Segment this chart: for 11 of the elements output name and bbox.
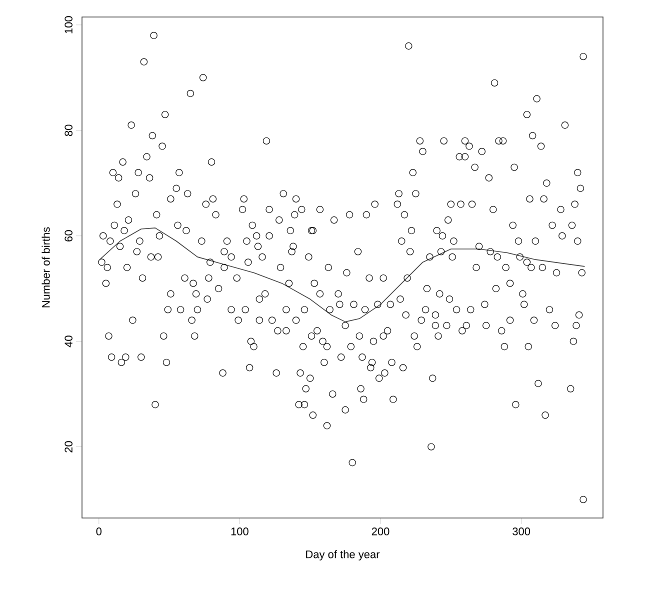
x-axis-title: Day of the year [306, 550, 380, 560]
y-axis-title: Number of births [42, 227, 50, 308]
y-tick-label: 40 [64, 336, 72, 348]
x-tick-label: 300 [512, 528, 530, 536]
x-tick-label: 0 [96, 528, 102, 536]
y-tick-label: 20 [64, 441, 72, 452]
y-tick-label: 80 [64, 124, 72, 136]
x-tick-label: 100 [231, 528, 248, 536]
x-tick-label: 200 [372, 528, 390, 536]
y-tick-label: 100 [64, 16, 72, 34]
y-tick-label: 60 [64, 230, 72, 242]
